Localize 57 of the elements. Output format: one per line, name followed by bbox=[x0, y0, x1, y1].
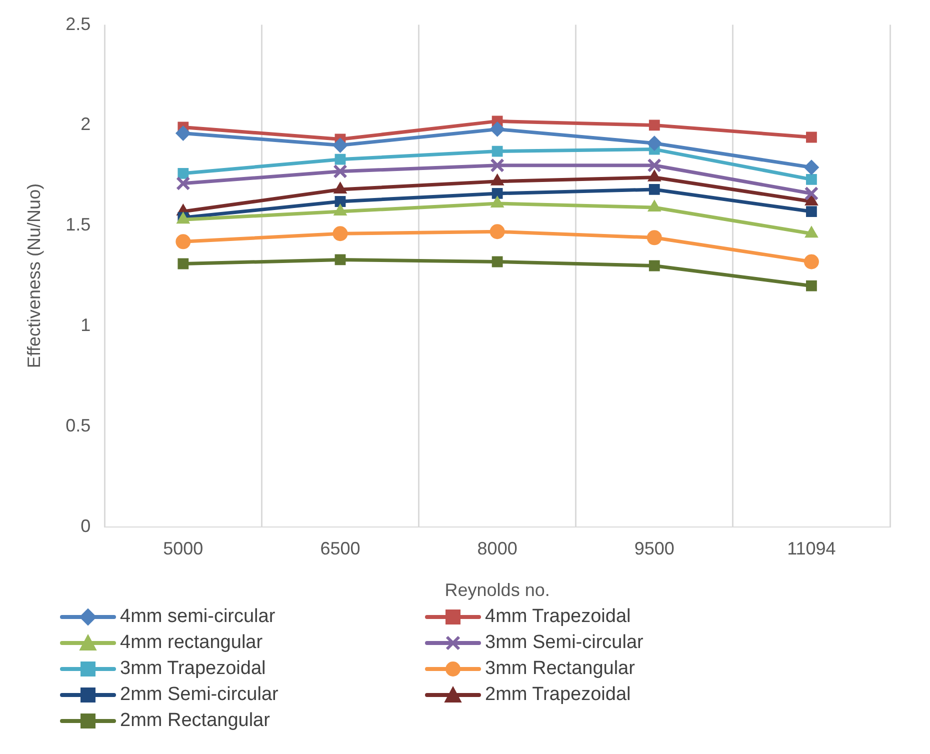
point bbox=[648, 200, 661, 212]
point bbox=[492, 256, 503, 268]
point bbox=[804, 194, 818, 206]
legend-label: 3mm Trapezoidal bbox=[120, 658, 266, 680]
y-tick-label: 1.5 bbox=[66, 214, 91, 235]
point bbox=[648, 184, 660, 195]
x-tick-label: 9500 bbox=[634, 538, 674, 559]
y-tick-label: 0 bbox=[80, 516, 91, 536]
point bbox=[490, 158, 504, 173]
point bbox=[648, 120, 660, 131]
y-tick-label: 2.5 bbox=[66, 14, 91, 34]
point bbox=[492, 146, 503, 157]
point bbox=[332, 226, 348, 242]
point bbox=[333, 164, 348, 179]
y-axis-title: Effectiveness (Nu/Nuo) bbox=[24, 183, 44, 368]
y-tick-label: 2 bbox=[80, 114, 91, 134]
point bbox=[647, 158, 662, 173]
x-tick-label: 5000 bbox=[163, 538, 204, 559]
x-tick-label: 8000 bbox=[477, 538, 518, 559]
legend-label: 3mm Semi-circular bbox=[485, 632, 644, 654]
point bbox=[648, 260, 660, 272]
point bbox=[492, 188, 503, 199]
point bbox=[806, 280, 817, 292]
y-tick-label: 1 bbox=[80, 314, 91, 335]
point bbox=[334, 196, 346, 207]
point bbox=[806, 132, 817, 143]
point bbox=[176, 126, 191, 141]
point bbox=[490, 196, 504, 208]
point bbox=[334, 254, 346, 266]
legend-label: 2mm Rectangular bbox=[120, 710, 270, 732]
point bbox=[490, 224, 505, 240]
point bbox=[804, 226, 818, 238]
point bbox=[176, 176, 190, 191]
point bbox=[334, 154, 346, 165]
point bbox=[806, 206, 817, 217]
point bbox=[804, 254, 819, 270]
point bbox=[804, 160, 819, 175]
legend-label: 2mm Trapezoidal bbox=[485, 684, 631, 706]
legend-label: 4mm rectangular bbox=[120, 632, 263, 654]
point bbox=[178, 168, 189, 179]
point bbox=[490, 122, 505, 137]
legend-label: 3mm Rectangular bbox=[485, 658, 635, 680]
point bbox=[806, 174, 817, 185]
x-tick-label: 6500 bbox=[320, 538, 360, 559]
x-axis-title: Reynolds no. bbox=[444, 580, 550, 600]
x-tick-label: 11094 bbox=[787, 538, 836, 559]
legend-label: 2mm Semi-circular bbox=[120, 684, 278, 706]
point bbox=[332, 138, 348, 153]
point bbox=[178, 258, 189, 270]
point bbox=[646, 230, 662, 246]
legend-label: 4mm Trapezoidal bbox=[485, 606, 631, 628]
point bbox=[334, 204, 347, 216]
point bbox=[804, 186, 819, 201]
point bbox=[176, 234, 191, 250]
legend-label: 4mm semi-circular bbox=[120, 606, 276, 628]
y-tick-label: 0.5 bbox=[66, 415, 91, 436]
point bbox=[646, 136, 662, 151]
